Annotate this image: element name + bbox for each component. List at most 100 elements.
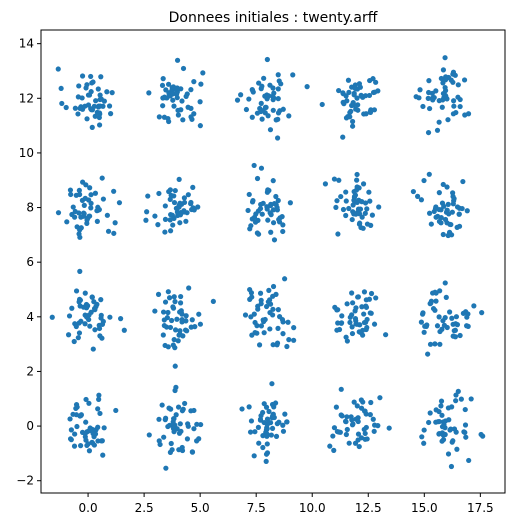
data-point	[438, 75, 444, 82]
data-point	[258, 201, 264, 208]
data-point	[183, 218, 189, 224]
data-point	[285, 319, 291, 325]
data-point	[96, 396, 102, 402]
data-point	[88, 309, 94, 315]
data-point	[256, 80, 262, 86]
data-point	[432, 289, 438, 295]
data-point	[343, 189, 349, 195]
data-point	[444, 220, 450, 226]
data-point	[351, 197, 357, 203]
data-point	[275, 96, 281, 102]
data-point	[257, 416, 264, 422]
data-point	[72, 214, 78, 220]
data-point	[90, 430, 96, 437]
data-point	[269, 425, 276, 432]
data-point	[73, 323, 79, 330]
data-point	[261, 318, 267, 325]
data-point	[255, 303, 261, 309]
data-point	[462, 112, 468, 118]
data-point	[76, 210, 82, 216]
data-point	[370, 76, 376, 82]
data-point	[273, 193, 279, 200]
data-point	[63, 104, 69, 111]
data-point	[457, 332, 463, 339]
data-point	[367, 109, 374, 116]
data-point	[197, 123, 203, 129]
data-point	[69, 305, 75, 311]
data-point	[82, 430, 88, 437]
data-point	[270, 207, 276, 213]
data-point	[82, 290, 88, 296]
data-point	[440, 231, 446, 238]
data-point	[462, 406, 468, 413]
data-point	[344, 414, 350, 420]
data-point	[165, 115, 171, 122]
data-point	[262, 104, 268, 111]
data-point	[181, 195, 187, 201]
data-point	[76, 231, 82, 237]
data-point	[80, 213, 87, 219]
data-point	[280, 106, 286, 112]
data-point	[450, 190, 456, 196]
data-point	[426, 210, 433, 216]
data-point	[452, 334, 458, 340]
data-point	[354, 171, 360, 178]
data-point	[68, 191, 74, 198]
data-point	[351, 211, 357, 217]
data-point	[254, 175, 261, 182]
data-point	[168, 228, 174, 234]
data-point	[161, 322, 167, 329]
data-point	[437, 288, 443, 294]
data-point	[456, 211, 462, 217]
data-point	[80, 179, 86, 185]
data-point	[247, 286, 253, 293]
data-point	[280, 331, 286, 337]
data-point	[265, 217, 271, 223]
data-point	[268, 229, 274, 235]
data-point	[95, 424, 101, 430]
data-point	[260, 433, 266, 439]
data-point	[183, 93, 189, 99]
data-point	[455, 94, 461, 100]
data-point	[108, 111, 114, 117]
data-point	[159, 402, 165, 408]
data-point	[446, 229, 453, 235]
data-point	[87, 213, 93, 219]
data-point	[280, 222, 286, 228]
data-point	[339, 413, 345, 419]
data-point	[430, 97, 436, 103]
data-point	[360, 181, 367, 187]
data-point	[460, 178, 466, 185]
data-point	[448, 221, 454, 228]
data-point	[419, 311, 426, 317]
data-point	[98, 438, 105, 444]
data-point	[363, 111, 369, 117]
data-point	[170, 97, 176, 103]
data-point	[432, 341, 438, 347]
data-point	[165, 344, 171, 350]
data-point	[96, 122, 103, 128]
data-point	[79, 73, 86, 79]
data-point	[464, 208, 470, 214]
data-point	[355, 102, 361, 108]
y-tick-label: 10	[19, 146, 34, 160]
data-point	[78, 225, 84, 231]
data-point	[162, 203, 168, 209]
data-point	[105, 228, 112, 234]
data-point	[453, 392, 459, 398]
data-point	[280, 422, 286, 428]
data-point	[97, 92, 103, 98]
data-point	[98, 297, 104, 303]
data-point	[177, 328, 183, 334]
data-point	[72, 431, 78, 437]
data-point	[195, 204, 201, 210]
data-point	[275, 72, 281, 78]
data-point	[354, 177, 360, 183]
data-point	[174, 85, 180, 91]
data-point	[172, 387, 178, 394]
data-point	[270, 85, 276, 91]
data-point	[446, 417, 452, 423]
data-point	[181, 208, 187, 214]
data-point	[251, 214, 258, 220]
data-point	[165, 289, 171, 295]
